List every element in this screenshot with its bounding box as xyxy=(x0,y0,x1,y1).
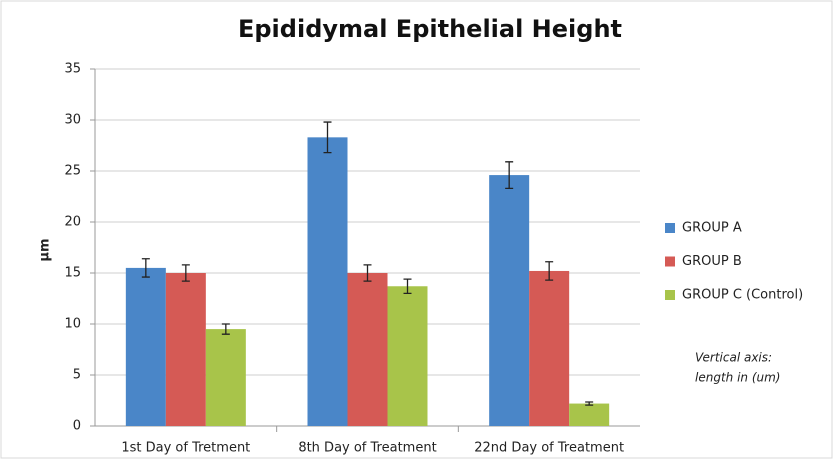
y-tick-label: 30 xyxy=(64,113,81,128)
x-tick-label: 22nd Day of Treatment xyxy=(474,441,624,456)
legend-swatch xyxy=(665,256,675,267)
legend-swatch xyxy=(665,223,675,233)
y-tick-label: 5 xyxy=(73,368,81,383)
bar xyxy=(307,137,348,426)
chart-title: Epididymal Epithelial Height xyxy=(238,15,622,43)
y-axis-label: µm xyxy=(38,238,53,261)
y-tick-label: 35 xyxy=(64,62,81,77)
annotation: Vertical axis: xyxy=(695,351,772,365)
x-tick-label: 8th Day of Treatment xyxy=(298,441,436,456)
legend-label: GROUP A xyxy=(682,221,742,236)
legend-label: GROUP C (Control) xyxy=(682,288,803,303)
y-tick-label: 15 xyxy=(64,266,81,281)
legend-swatch xyxy=(665,290,675,300)
error-bar xyxy=(585,401,594,406)
y-tick-label: 10 xyxy=(64,317,81,332)
error-bar xyxy=(141,258,150,278)
bar xyxy=(529,270,570,426)
error-bar xyxy=(181,264,190,282)
error-bar xyxy=(363,264,372,282)
bar xyxy=(489,175,530,426)
legend-label: GROUP B xyxy=(682,254,742,269)
y-tick-label: 0 xyxy=(73,419,81,434)
error-bar xyxy=(403,278,412,295)
bar xyxy=(347,273,388,426)
x-tick-label: 1st Day of Tretment xyxy=(121,441,250,456)
bar xyxy=(165,273,206,426)
annotation: length in (um) xyxy=(695,371,780,385)
error-bar xyxy=(545,261,554,281)
error-bar xyxy=(505,161,514,189)
y-tick-label: 25 xyxy=(64,164,81,179)
error-bar xyxy=(323,121,332,154)
bar xyxy=(387,286,428,426)
y-tick-label: 20 xyxy=(64,215,81,230)
bar xyxy=(125,267,166,426)
bar xyxy=(205,329,246,426)
error-bar xyxy=(221,323,230,335)
bar xyxy=(569,403,610,426)
